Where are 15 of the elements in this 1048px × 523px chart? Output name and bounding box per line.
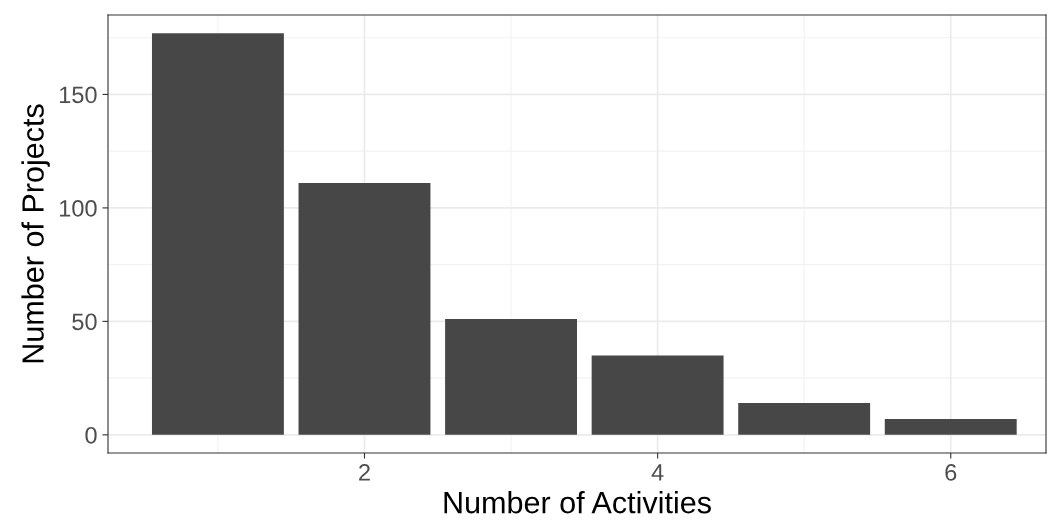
bar [151,33,284,435]
y-tick-label: 150 [59,86,97,104]
bar [298,182,431,435]
bar [591,355,724,435]
y-tick-label: 100 [59,199,97,217]
bar [738,403,871,435]
bar [445,319,577,435]
x-tick-label: 2 [359,464,370,481]
bar [884,418,1017,435]
x-tick-label: 4 [651,464,664,481]
y-tick-label: 0 [85,426,97,444]
x-axis-title: Number of Activities [444,490,711,514]
y-axis-title: Number of Projects [21,104,50,363]
x-tick-label: 6 [945,464,957,481]
y-tick-label: 50 [72,313,97,331]
